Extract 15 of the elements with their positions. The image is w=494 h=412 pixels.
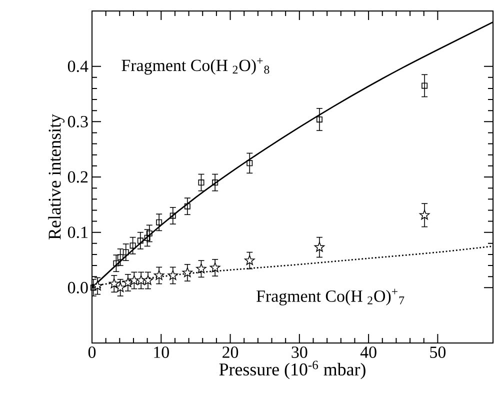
annotation: Fragment Co(H $_{2}$O)$^{+}$7: [256, 288, 404, 306]
x-tick-label: 40: [360, 346, 376, 358]
x-tick-label: 30: [292, 346, 308, 358]
x-tick-label: 50: [430, 346, 446, 358]
y-tick-label: 0.1: [68, 226, 88, 238]
x-axis-title: Pressure (10$^{-6}$ mbar): [219, 360, 366, 380]
y-tick-label: 0.0: [68, 282, 88, 294]
y-axis-title: Relative intensity: [48, 114, 64, 240]
x-tick-label: 20: [222, 346, 238, 358]
y-tick-label: 0.2: [68, 171, 88, 183]
x-tick-label: 10: [154, 346, 169, 358]
x-tick-label: 0: [88, 346, 96, 358]
y-tick-label: 0.4: [68, 60, 88, 72]
y-tick-label: 0.3: [68, 116, 88, 128]
annotation: Fragment Co(H $_{2}$O)$^{+}$8: [122, 58, 270, 75]
